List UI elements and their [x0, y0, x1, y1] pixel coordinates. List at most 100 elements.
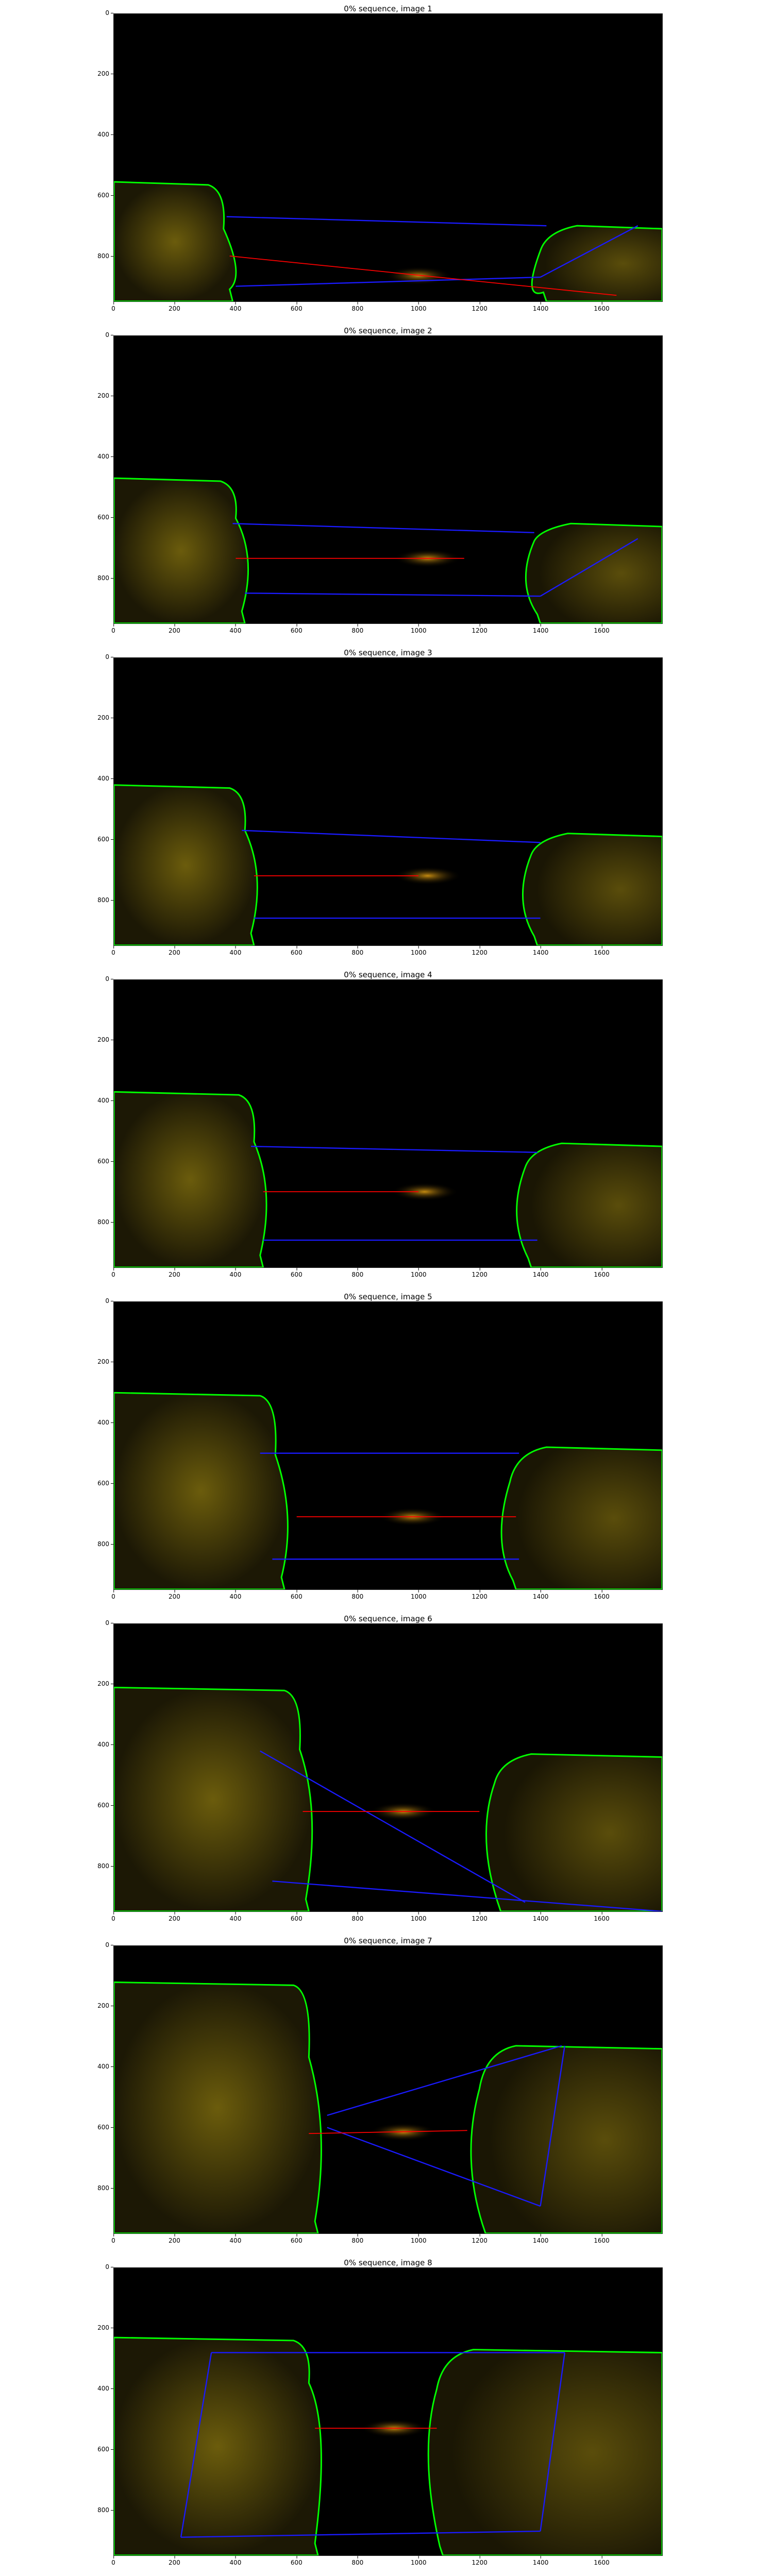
x-tick-label: 1200 — [472, 1590, 488, 1600]
y-tick-label: 200 — [82, 2324, 113, 2331]
left-droplet-contour — [114, 784, 258, 945]
x-tick-label: 200 — [169, 1590, 180, 1600]
y-tick-label: 600 — [82, 1158, 113, 1165]
panel-title: 0% sequence, image 4 — [344, 970, 432, 979]
y-tick-label: 600 — [82, 836, 113, 843]
x-tick-label: 800 — [351, 946, 363, 956]
left-droplet-contour — [114, 181, 237, 301]
x-tick-label: 1000 — [411, 2556, 426, 2566]
x-tick-label: 1000 — [411, 624, 426, 634]
y-tick-label: 200 — [82, 714, 113, 721]
x-tick-label: 400 — [229, 946, 241, 956]
neck-line — [327, 2127, 541, 2207]
bridge-glow — [391, 1182, 458, 1201]
panel-title: 0% sequence, image 6 — [344, 1614, 432, 1623]
figure-panel: 0% sequence, image 8 0 200 400 600 800 0 200 400… — [0, 2254, 773, 2576]
x-tick-label: 0 — [111, 946, 115, 956]
x-tick-label: 1000 — [411, 302, 426, 312]
neck-line — [226, 216, 547, 227]
x-tick-label: 200 — [169, 1268, 180, 1278]
y-tick-label: 800 — [82, 896, 113, 904]
x-tick-label: 600 — [291, 1590, 303, 1600]
x-axis: 0 200 400 600 800 1000 1200 1400 1600 — [111, 302, 663, 313]
right-droplet-contour — [531, 225, 662, 301]
x-tick-label: 1600 — [594, 1268, 610, 1278]
image-plot-area — [113, 13, 663, 302]
x-axis: 0 200 400 600 800 1000 1200 1400 1600 — [111, 1912, 663, 1923]
y-tick-label: 400 — [82, 1097, 113, 1104]
x-tick-label: 1000 — [411, 946, 426, 956]
x-tick-label: 400 — [229, 2556, 241, 2566]
y-tick-label: 200 — [82, 1680, 113, 1687]
right-droplet-contour — [470, 2045, 662, 2233]
x-tick-label: 0 — [111, 1912, 115, 1922]
right-droplet-contour — [485, 1753, 662, 1911]
x-tick-label: 1000 — [411, 1912, 426, 1922]
right-droplet-contour — [525, 522, 662, 623]
y-tick-label: 600 — [82, 1480, 113, 1487]
left-droplet-contour — [114, 1091, 267, 1267]
x-axis: 0 200 400 600 800 1000 1200 1400 1600 — [111, 2234, 663, 2245]
neck-line — [245, 592, 541, 597]
neck-line — [540, 2045, 566, 2207]
neck-line — [272, 1880, 662, 1911]
x-tick-label: 1400 — [533, 2234, 548, 2244]
y-tick-label: 800 — [82, 1540, 113, 1548]
x-tick-label: 1400 — [533, 624, 548, 634]
droplet-image — [114, 1981, 662, 2233]
y-tick-label: 0 — [82, 9, 113, 16]
x-tick-label: 1000 — [411, 1268, 426, 1278]
y-tick-label: 200 — [82, 1036, 113, 1043]
y-axis: 0 200 400 600 800 — [77, 9, 113, 302]
x-tick-label: 600 — [291, 1912, 303, 1922]
x-tick-label: 1200 — [472, 624, 488, 634]
y-axis: 0 200 400 600 800 — [77, 653, 113, 946]
right-droplet-contour — [522, 833, 662, 945]
y-tick-label: 200 — [82, 70, 113, 77]
x-tick-label: 200 — [169, 624, 180, 634]
panel-title: 0% sequence, image 5 — [344, 1292, 432, 1301]
y-tick-label: 400 — [82, 775, 113, 782]
x-tick-label: 1200 — [472, 1268, 488, 1278]
x-tick-label: 200 — [169, 2556, 180, 2566]
x-tick-label: 400 — [229, 624, 241, 634]
y-tick-label: 0 — [82, 1619, 113, 1626]
x-tick-label: 1200 — [472, 2234, 488, 2244]
x-tick-label: 800 — [351, 2556, 363, 2566]
y-axis: 0 200 400 600 800 — [77, 1941, 113, 2234]
figure-panel: 0% sequence, image 5 0 200 400 600 800 0 200 400… — [0, 1288, 773, 1610]
x-tick-label: 800 — [351, 624, 363, 634]
neck-line — [236, 276, 541, 287]
neck-line — [250, 1145, 537, 1153]
droplet-image — [114, 181, 662, 301]
panel-title: 0% sequence, image 7 — [344, 1936, 432, 1945]
x-tick-label: 1400 — [533, 1590, 548, 1600]
neck-line — [260, 1750, 526, 1903]
x-tick-label: 1600 — [594, 2234, 610, 2244]
y-tick-label: 800 — [82, 574, 113, 582]
y-tick-label: 400 — [82, 453, 113, 460]
figure-panel: 0% sequence, image 7 0 200 400 600 800 0 200 400… — [0, 1932, 773, 2254]
y-tick-label: 0 — [82, 331, 113, 338]
image-plot-area — [113, 1301, 663, 1590]
x-tick-label: 1600 — [594, 624, 610, 634]
neck-line — [540, 2352, 566, 2532]
droplet-image — [114, 2336, 662, 2555]
panel-title: 0% sequence, image 2 — [344, 326, 432, 335]
x-tick-label: 1400 — [533, 1268, 548, 1278]
x-axis: 0 200 400 600 800 1000 1200 1400 1600 — [111, 1268, 663, 1279]
y-axis: 0 200 400 600 800 — [77, 975, 113, 1268]
x-tick-label: 1400 — [533, 946, 548, 956]
y-tick-label: 200 — [82, 392, 113, 399]
neck-line — [181, 2530, 541, 2538]
y-tick-label: 200 — [82, 2002, 113, 2009]
x-tick-label: 0 — [111, 1268, 115, 1278]
y-tick-label: 0 — [82, 2263, 113, 2270]
x-tick-label: 0 — [111, 624, 115, 634]
x-tick-label: 800 — [351, 2234, 363, 2244]
droplet-image — [114, 784, 662, 945]
image-plot-area — [113, 1623, 663, 1912]
neck-line — [232, 522, 534, 533]
y-tick-label: 600 — [82, 2446, 113, 2453]
y-tick-label: 0 — [82, 1297, 113, 1304]
